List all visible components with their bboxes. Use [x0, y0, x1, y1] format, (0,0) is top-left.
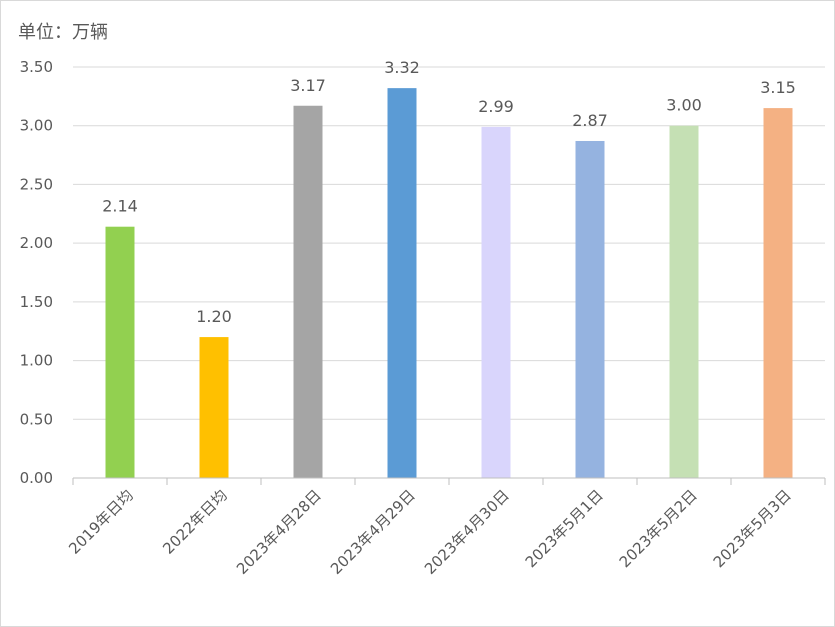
y-tick-label: 2.50	[20, 175, 53, 193]
y-tick-label: 0.00	[20, 469, 53, 487]
data-label: 3.17	[290, 76, 326, 95]
bars	[105, 88, 793, 479]
x-tick-label: 2023年5月2日	[616, 486, 701, 571]
y-tick-label: 0.50	[20, 410, 53, 428]
data-label: 1.20	[196, 307, 232, 326]
y-tick-label: 1.00	[20, 352, 53, 370]
x-tick-label: 2019年日均	[65, 486, 137, 558]
data-label: 2.87	[572, 111, 608, 130]
bar	[575, 140, 605, 479]
y-tick-label: 3.50	[20, 58, 53, 76]
y-tick-label: 3.00	[20, 117, 53, 135]
bar	[669, 125, 699, 478]
x-axis-labels: 2019年日均 2022年日均 2023年4月28日 2023年4月29日 2023年4…	[65, 486, 795, 578]
data-label: 2.99	[478, 97, 514, 116]
y-tick-label: 1.50	[20, 293, 53, 311]
data-labels: 2.14 1.20 3.17 3.32 2.99 2.87 3.00 3.15	[102, 58, 796, 326]
x-tick-label: 2023年4月30日	[421, 486, 513, 578]
bar	[763, 108, 793, 478]
x-tick-label: 2022年日均	[159, 486, 231, 558]
data-label: 3.15	[760, 78, 796, 97]
y-tick-label: 2.00	[20, 234, 53, 252]
x-tick-label: 2023年5月3日	[710, 486, 795, 571]
gridlines	[73, 66, 825, 420]
bar	[293, 105, 323, 478]
bar	[387, 88, 417, 478]
data-label: 3.00	[666, 96, 702, 115]
data-label: 3.32	[384, 58, 420, 77]
bar	[481, 126, 511, 478]
data-label: 2.14	[102, 197, 138, 216]
x-axis	[72, 477, 826, 485]
x-tick-label: 2023年4月28日	[233, 486, 325, 578]
bar	[105, 226, 135, 478]
unit-label: 单位：万辆	[18, 22, 108, 43]
bar	[199, 337, 229, 478]
x-tick-label: 2023年5月1日	[522, 486, 607, 571]
y-axis-ticks: 0.00 0.50 1.00 1.50 2.00 2.50 3.00 3.50	[20, 58, 53, 487]
x-tick-label: 2023年4月29日	[327, 486, 419, 578]
